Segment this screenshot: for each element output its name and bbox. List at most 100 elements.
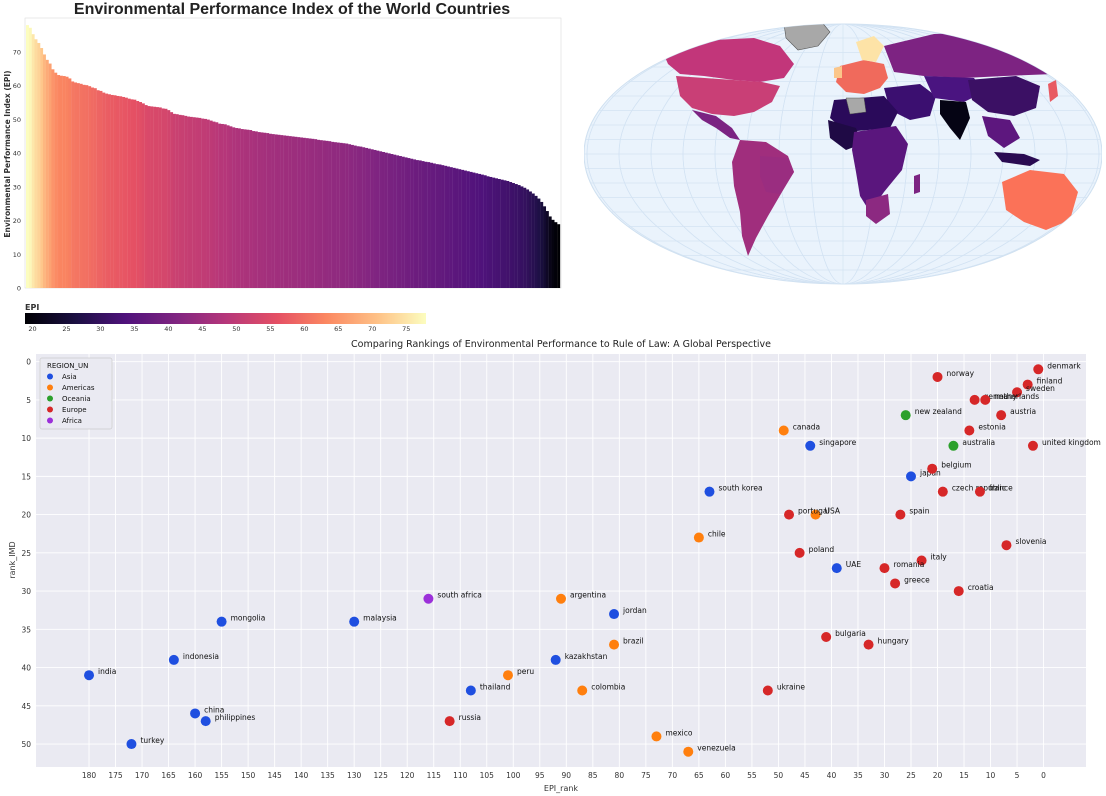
scatter-point — [1027, 440, 1038, 451]
epi-bar — [204, 118, 207, 288]
epi-bar — [105, 93, 109, 288]
epi-bar — [209, 120, 213, 288]
point-label: china — [204, 705, 224, 714]
epi-bar — [263, 132, 267, 288]
scatter-point — [200, 716, 211, 727]
scatter-point — [550, 654, 561, 665]
epi-bar — [237, 128, 241, 288]
scatter-point — [556, 593, 566, 604]
scatter-point — [683, 746, 694, 757]
epi-bar — [345, 143, 349, 288]
epi-bar — [34, 39, 38, 289]
epi-bar — [144, 105, 148, 288]
epi-bar — [243, 129, 247, 288]
epi-bar — [430, 162, 434, 288]
scatter-x-tick: 45 — [800, 771, 810, 780]
scatter-x-tick: 90 — [562, 771, 572, 780]
epi-bar — [201, 118, 205, 288]
scatter-y-tick: 50 — [21, 740, 31, 749]
epi-bar — [139, 102, 142, 288]
epi-bar — [48, 63, 52, 288]
epi-bar — [116, 95, 120, 289]
map-africa-gray — [845, 97, 867, 115]
epi-bar — [155, 107, 159, 288]
epi-bar — [353, 145, 357, 288]
colorbar-tick: 40 — [164, 325, 172, 333]
bar-y-tick: 10 — [13, 251, 21, 259]
colorbar-ticks: 20 25 30 35 40 45 50 55 60 65 70 75 — [28, 325, 410, 333]
epi-bar — [393, 154, 397, 288]
scatter-point — [1012, 387, 1023, 398]
epi-bar — [260, 132, 264, 288]
map-graticule — [584, 24, 1102, 284]
scatter-x-tick: 10 — [986, 771, 996, 780]
epi-bar — [483, 175, 487, 288]
legend-marker — [47, 417, 53, 424]
epi-bar — [206, 119, 210, 289]
scatter-point — [762, 685, 773, 696]
epi-bar — [71, 81, 75, 288]
scatter-x-tick: 80 — [615, 771, 625, 780]
scatter-grid — [36, 354, 1086, 767]
legend-entry: Europe — [62, 406, 87, 414]
epi-bar — [463, 170, 467, 288]
epi-bar — [31, 34, 35, 289]
scatter-x-tick: 85 — [588, 771, 598, 780]
epi-bar — [446, 166, 450, 288]
epi-bar — [328, 141, 332, 288]
epi-bar — [551, 219, 555, 288]
epi-bar — [99, 90, 103, 289]
epi-bar — [283, 135, 287, 288]
scatter-x-tick: 165 — [161, 771, 176, 780]
epi-bar — [133, 99, 137, 288]
scatter-point — [906, 471, 916, 482]
epi-bar — [291, 136, 295, 288]
point-label: poland — [809, 545, 835, 554]
epi-bar-chart: Environmental Performance Index of the W… — [3, 1, 562, 333]
epi-bar — [427, 162, 431, 288]
epi-bar — [218, 123, 222, 288]
scatter-point — [980, 394, 991, 405]
epi-bar — [212, 121, 216, 288]
legend-marker — [47, 384, 53, 391]
epi-bar — [480, 174, 484, 288]
scatter-x-tick: 150 — [241, 771, 256, 780]
scatter-x-tick: 0 — [1041, 771, 1046, 780]
epi-bar — [215, 122, 219, 288]
scatter-y-tick: 30 — [21, 587, 31, 596]
scatter-legend: REGION_UN Asia Americas Oceania Europe Africa — [39, 357, 113, 430]
epi-bar — [147, 106, 151, 289]
point-label: greece — [904, 575, 930, 584]
epi-bar — [79, 83, 83, 288]
scatter-point — [778, 425, 789, 436]
epi-bar — [506, 181, 510, 288]
epi-bar — [257, 132, 261, 288]
epi-bar — [28, 27, 32, 288]
scatter-point — [863, 639, 874, 650]
epi-bar — [333, 142, 337, 288]
map-south-africa — [866, 194, 890, 224]
epi-bar — [223, 124, 227, 288]
epi-bar — [317, 139, 320, 288]
epi-bar — [65, 76, 69, 288]
epi-bar — [444, 165, 448, 288]
epi-bar — [509, 182, 513, 288]
epi-bar — [373, 149, 377, 288]
scatter-x-tick: 30 — [880, 771, 890, 780]
epi-bar — [382, 151, 385, 288]
colorbar-tick: 35 — [130, 325, 138, 333]
colorbar-tick: 45 — [198, 325, 206, 333]
epi-bar — [362, 147, 366, 288]
scatter-x-tick: 130 — [347, 771, 362, 780]
epi-bar — [379, 151, 383, 288]
epi-bar — [370, 149, 374, 288]
scatter-x-tick: 55 — [747, 771, 757, 780]
epi-bar — [178, 114, 182, 288]
epi-bar — [517, 185, 521, 288]
epi-bar — [76, 83, 80, 288]
scatter-x-tick: 95 — [535, 771, 545, 780]
epi-bar — [232, 127, 236, 288]
epi-bar — [356, 146, 360, 288]
scatter-x-tick: 65 — [694, 771, 704, 780]
point-label: thailand — [480, 683, 511, 692]
